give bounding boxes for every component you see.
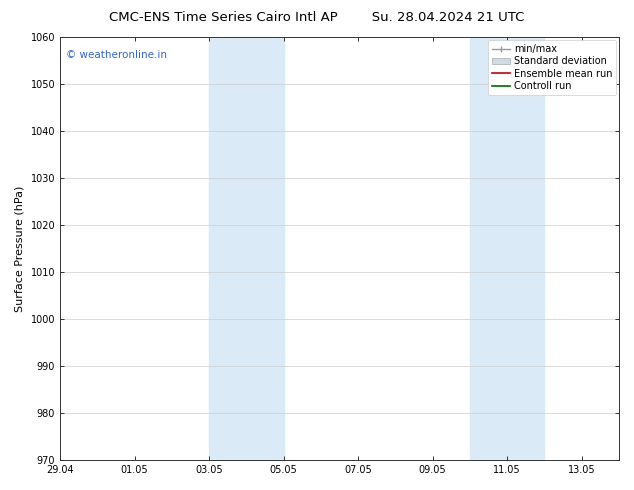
Text: CMC-ENS Time Series Cairo Intl AP        Su. 28.04.2024 21 UTC: CMC-ENS Time Series Cairo Intl AP Su. 28… [109,11,525,24]
Legend: min/max, Standard deviation, Ensemble mean run, Controll run: min/max, Standard deviation, Ensemble me… [488,40,616,95]
Bar [209,37,283,460]
Bar [470,37,545,460]
Text: © weatheronline.in: © weatheronline.in [66,50,167,60]
Y-axis label: Surface Pressure (hPa): Surface Pressure (hPa) [15,185,25,312]
